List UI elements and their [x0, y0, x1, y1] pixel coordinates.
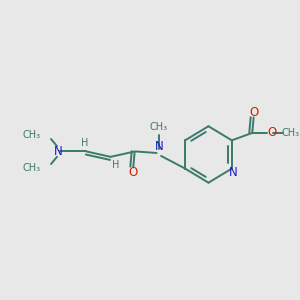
Text: O: O — [249, 106, 258, 118]
Text: O: O — [129, 166, 138, 179]
Text: N: N — [229, 166, 238, 178]
Text: N: N — [154, 140, 163, 153]
Text: N: N — [54, 145, 62, 158]
Text: CH₃: CH₃ — [22, 163, 40, 172]
Text: H: H — [112, 160, 119, 170]
Text: H: H — [80, 138, 88, 148]
Text: CH₃: CH₃ — [150, 122, 168, 132]
Text: CH₃: CH₃ — [281, 128, 300, 138]
Text: CH₃: CH₃ — [22, 130, 40, 140]
Text: O: O — [268, 126, 277, 140]
